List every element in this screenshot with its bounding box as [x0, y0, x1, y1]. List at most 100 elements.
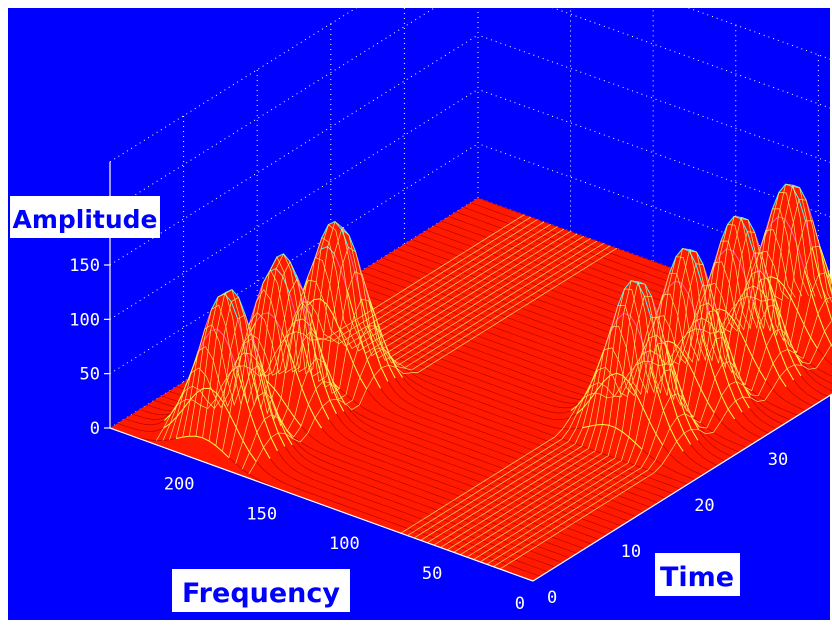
mesh-line: [708, 311, 717, 340]
mesh-line: [479, 242, 487, 245]
mesh-line: [410, 507, 418, 511]
mesh-line: [629, 513, 637, 517]
mesh-line: [444, 316, 452, 320]
mesh-line: [447, 477, 455, 481]
mesh-line: [528, 361, 536, 365]
mesh-line: [805, 402, 813, 406]
mesh-line: [481, 358, 489, 362]
mesh-line: [455, 211, 463, 215]
mesh-line: [436, 458, 444, 462]
mesh-line: [494, 232, 502, 236]
mesh-line: [496, 218, 503, 222]
mesh-line: [480, 365, 488, 369]
mesh-line: [440, 227, 448, 231]
mesh-line: [445, 374, 453, 378]
mesh-line: [474, 232, 481, 236]
mesh-line: [808, 369, 816, 375]
mesh-line: [333, 457, 341, 461]
mesh-line: [450, 391, 458, 394]
mesh-line: [146, 404, 154, 408]
mesh-line: [667, 476, 675, 480]
mesh-line: [596, 247, 603, 251]
mesh-line: [710, 453, 718, 458]
mesh-line: [553, 515, 561, 519]
mesh-line: [215, 445, 223, 452]
mesh-line: [589, 245, 597, 249]
mesh-line: [525, 396, 532, 400]
mesh-line: [587, 266, 595, 270]
mesh-line: [540, 569, 548, 573]
mesh-line: [629, 315, 638, 327]
mesh-line: [552, 333, 560, 337]
mesh-line: [407, 402, 415, 407]
mesh-line: [434, 283, 442, 287]
mesh-line: [445, 433, 453, 436]
mesh-line: [514, 305, 522, 309]
mesh-line: [456, 335, 464, 339]
mesh-line: [463, 206, 471, 210]
mesh-line: [578, 473, 586, 477]
mesh-line: [550, 411, 558, 414]
mesh-line: [558, 466, 566, 470]
mesh-line: [516, 545, 523, 549]
mesh-line: [711, 444, 719, 451]
mesh-line: [496, 342, 504, 346]
mesh-line: [514, 428, 522, 432]
mesh-line: [428, 339, 436, 343]
mesh-line: [267, 381, 275, 390]
mesh-line: [522, 548, 530, 551]
mesh-line: [794, 353, 803, 366]
mesh-line: [492, 442, 500, 446]
mesh-line: [389, 507, 397, 511]
mesh-line: [530, 536, 538, 540]
mesh-line: [549, 550, 557, 554]
mesh-line: [513, 442, 521, 446]
mesh-line: [653, 479, 661, 483]
mesh-line: [366, 273, 374, 277]
mesh-line: [482, 286, 489, 290]
mesh-line: [304, 467, 312, 472]
mesh-line: [448, 346, 456, 350]
mesh-line: [803, 324, 812, 338]
mesh-line: [521, 561, 529, 565]
mesh-line: [318, 466, 326, 470]
mesh-line: [443, 323, 451, 327]
mesh-line: [545, 527, 553, 531]
mesh-line: [508, 491, 515, 495]
mesh-line: [514, 363, 522, 367]
mesh-line: [453, 428, 460, 432]
mesh-line: [451, 318, 459, 322]
mesh-line: [386, 476, 393, 480]
mesh-line: [382, 315, 390, 319]
mesh-line: [460, 234, 468, 238]
mesh-line: [613, 471, 621, 475]
mesh-line: [517, 342, 525, 346]
mesh-line: [455, 407, 463, 411]
mesh-line: [479, 372, 487, 376]
mesh-line: [393, 341, 401, 345]
mesh-line: [523, 475, 531, 479]
mesh-line: [571, 282, 579, 286]
mesh-line: [699, 426, 707, 434]
mesh-line: [574, 508, 582, 512]
mesh-line: [600, 336, 608, 340]
mesh-line: [348, 506, 356, 510]
mesh-line: [444, 251, 452, 254]
mesh-line: [392, 479, 400, 483]
mesh-line: [636, 509, 644, 513]
mesh-line: [432, 239, 440, 243]
mesh-line: [504, 526, 512, 530]
mesh-line: [408, 528, 415, 532]
mesh-line: [486, 375, 494, 378]
mesh-line: [439, 365, 447, 369]
mesh-line: [535, 487, 543, 491]
mesh-line: [621, 460, 629, 464]
mesh-line: [666, 483, 674, 487]
mesh-line: [539, 459, 546, 463]
mesh-line: [713, 412, 722, 422]
mesh-line: [463, 265, 471, 269]
mesh-line: [488, 550, 495, 553]
mesh-line: [549, 492, 557, 496]
mesh-line: [362, 438, 370, 442]
mesh-line: [493, 559, 501, 563]
